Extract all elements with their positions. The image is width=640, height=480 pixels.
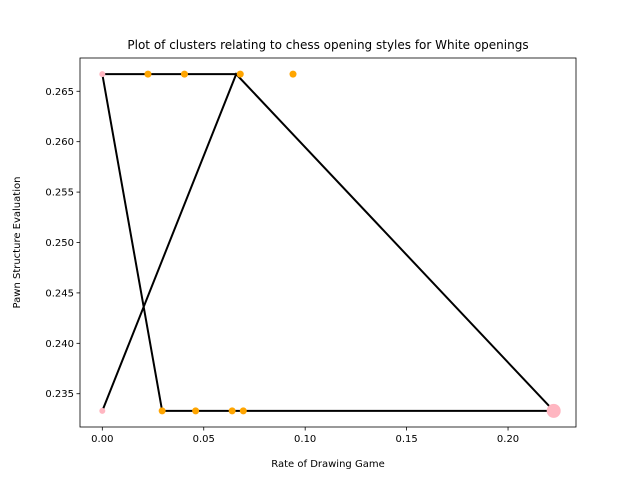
- x-axis-label: Rate of Drawing Game: [271, 459, 384, 470]
- y-tick-label: 0.235: [45, 389, 74, 400]
- x-tick-label: 0.10: [294, 434, 316, 445]
- y-tick-label: 0.260: [45, 137, 74, 148]
- y-axis-label: Pawn Structure Evaluation: [12, 177, 23, 309]
- scatter-point: [99, 71, 106, 78]
- scatter-point: [236, 70, 244, 78]
- scatter-point: [180, 70, 188, 78]
- y-tick-label: 0.250: [45, 238, 74, 249]
- scatter-point: [239, 407, 247, 415]
- scatter-point: [192, 407, 200, 415]
- scatter-point: [228, 407, 236, 415]
- x-tick-label: 0.15: [395, 434, 417, 445]
- x-tick-label: 0.00: [91, 434, 113, 445]
- plot-area: [99, 70, 561, 418]
- chart-title: Plot of clusters relating to chess openi…: [127, 38, 528, 52]
- x-axis: 0.00 0.05 0.10 0.15 0.20: [91, 427, 519, 445]
- scatter-point: [99, 407, 106, 414]
- y-tick-label: 0.265: [45, 87, 74, 98]
- y-tick-label: 0.255: [45, 188, 74, 199]
- scatter-point: [158, 407, 166, 415]
- x-tick-label: 0.20: [497, 434, 519, 445]
- x-tick-label: 0.05: [193, 434, 215, 445]
- scatter-point: [144, 70, 152, 78]
- y-tick-label: 0.245: [45, 288, 74, 299]
- scatter-point: [289, 70, 297, 78]
- scatter-point: [546, 403, 561, 418]
- y-axis: 0.235 0.240 0.245 0.250 0.255 0.260 0.265: [45, 87, 80, 400]
- y-tick-label: 0.240: [45, 339, 74, 350]
